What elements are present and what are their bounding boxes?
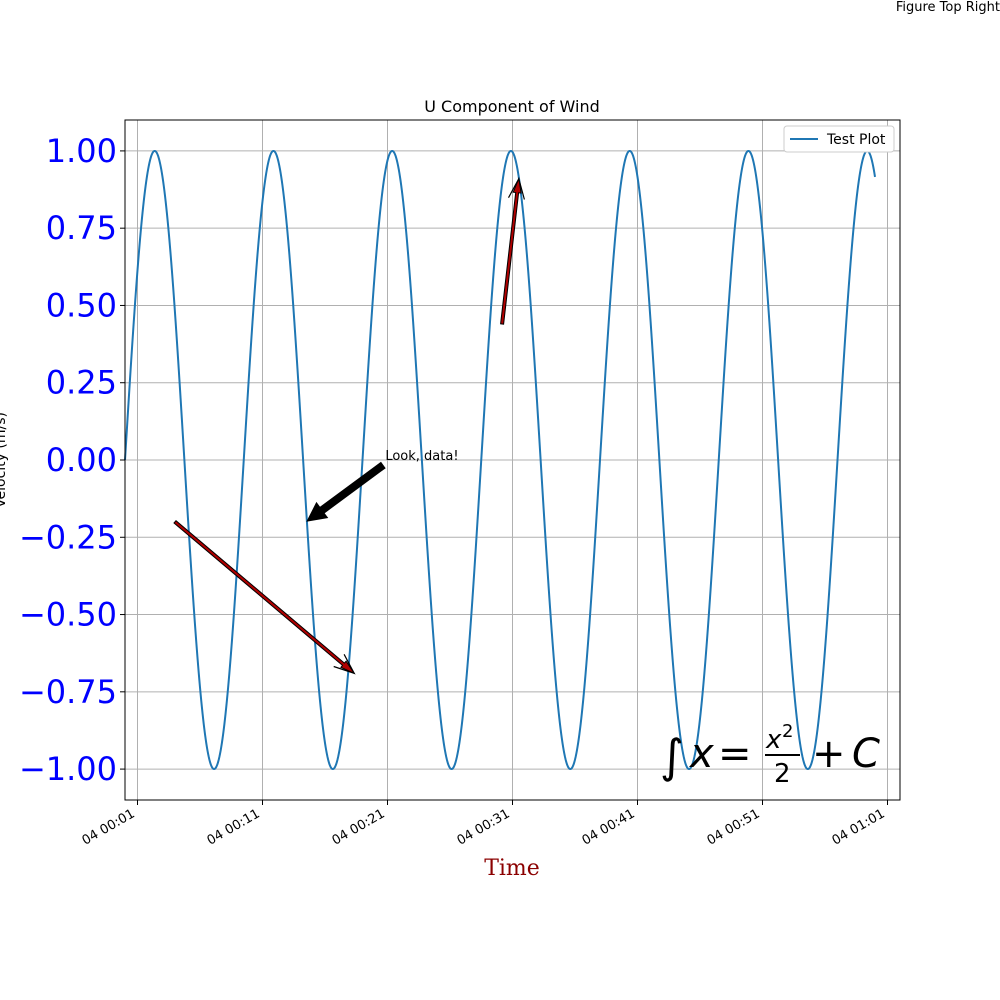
y-tick-label: −0.75 [19, 673, 117, 711]
x-tick-label: 04 00:51 [705, 806, 763, 848]
equation: ∫ x = x 2 2 + C [660, 721, 880, 789]
y-tick-label: 0.00 [46, 441, 117, 479]
y-tick-label: 1.00 [46, 132, 117, 170]
annotation-text: Look, data! [385, 449, 458, 464]
svg-text:x: x [688, 731, 714, 777]
y-tick-label: −0.25 [19, 518, 117, 556]
annotation-arrow-head-2 [507, 177, 525, 200]
x-tick-label: 04 00:21 [330, 806, 388, 848]
x-tick-label: 04 00:41 [580, 806, 638, 848]
svg-text:x: x [765, 725, 782, 755]
annotation-arrow-head-1 [333, 654, 356, 675]
x-tick-label: 04 00:11 [205, 806, 263, 848]
x-tick-label: 04 00:01 [80, 806, 138, 848]
x-tick-label: 04 01:01 [830, 806, 888, 848]
y-tick-label: 0.50 [46, 286, 117, 324]
x-tick-label: 04 00:31 [455, 806, 513, 848]
legend-label: Test Plot [826, 132, 886, 148]
y-axis: 1.00 0.75 0.50 0.25 0.00 −0.25 −0.50 −0.75 −1.00 [19, 132, 125, 788]
annotation-arrow-look-data [306, 461, 386, 522]
y-tick-label: −1.00 [19, 750, 117, 788]
legend: Test Plot [783, 125, 895, 153]
series-layer [124, 149, 876, 771]
svg-text:=: = [718, 731, 752, 777]
figure-top-right-text: Figure Top Right [895, 0, 1000, 15]
annotation-arrow-1 [173, 519, 356, 675]
svg-text:2: 2 [774, 759, 791, 789]
y-tick-label: 0.75 [46, 209, 117, 247]
legend-box [783, 125, 895, 153]
y-axis-label: Velocity (m/s) [0, 412, 9, 508]
chart-title: U Component of Wind [424, 97, 600, 116]
annotation-arrow-2 [500, 176, 522, 325]
svg-text:+: + [812, 731, 846, 777]
svg-text:∫: ∫ [660, 729, 684, 783]
x-axis: 04 00:01 04 00:11 04 00:21 04 00:31 04 00:41… [80, 800, 888, 849]
series-line-test-plot [124, 149, 876, 771]
svg-text:C: C [852, 731, 880, 777]
annotations: Look, data! [173, 176, 525, 675]
y-tick-label: 0.25 [46, 364, 117, 402]
x-axis-label: Time [484, 856, 540, 881]
svg-text:2: 2 [782, 721, 793, 742]
y-tick-label: −0.50 [19, 596, 117, 634]
